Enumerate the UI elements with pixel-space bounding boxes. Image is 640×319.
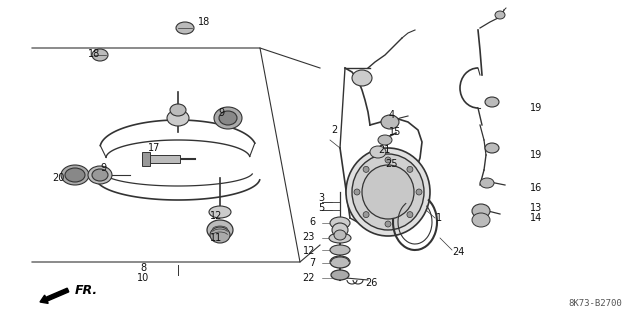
Ellipse shape [381, 115, 399, 129]
Ellipse shape [61, 165, 89, 185]
Circle shape [407, 167, 413, 172]
Ellipse shape [92, 169, 108, 181]
Ellipse shape [329, 233, 351, 243]
Ellipse shape [352, 70, 372, 86]
Text: 16: 16 [530, 183, 542, 193]
Bar [142, 152, 150, 166]
Text: 26: 26 [365, 278, 378, 288]
Text: 17: 17 [148, 143, 161, 153]
FancyArrow shape [40, 288, 68, 303]
Bar [148, 155, 180, 163]
Ellipse shape [378, 135, 392, 145]
Ellipse shape [88, 166, 112, 184]
Text: 24: 24 [452, 247, 465, 257]
Ellipse shape [330, 256, 350, 268]
Text: 2: 2 [332, 125, 338, 135]
Ellipse shape [207, 220, 233, 240]
Ellipse shape [485, 143, 499, 153]
Ellipse shape [362, 165, 414, 219]
Text: 22: 22 [303, 273, 315, 283]
Text: 1: 1 [436, 213, 442, 223]
Text: 8: 8 [140, 263, 146, 273]
Text: 19: 19 [530, 150, 542, 160]
Ellipse shape [352, 154, 424, 230]
Text: 18: 18 [198, 17, 211, 27]
Ellipse shape [65, 168, 85, 182]
Text: 10: 10 [137, 273, 149, 283]
Text: 5: 5 [317, 203, 324, 213]
Text: 12: 12 [303, 246, 315, 256]
Ellipse shape [332, 223, 348, 237]
Text: 4: 4 [389, 110, 395, 120]
Ellipse shape [370, 146, 386, 158]
Ellipse shape [472, 204, 490, 218]
Circle shape [416, 189, 422, 195]
Ellipse shape [495, 11, 505, 19]
Text: 6: 6 [309, 217, 315, 227]
Text: 25: 25 [385, 159, 397, 169]
Ellipse shape [472, 213, 490, 227]
Ellipse shape [219, 111, 237, 125]
Ellipse shape [167, 110, 189, 126]
Circle shape [385, 157, 391, 163]
Ellipse shape [210, 227, 230, 243]
Text: 7: 7 [308, 258, 315, 268]
Circle shape [385, 221, 391, 227]
Ellipse shape [170, 104, 186, 116]
Text: 12: 12 [210, 211, 222, 221]
Ellipse shape [214, 107, 242, 129]
Ellipse shape [176, 22, 194, 34]
Text: 3: 3 [318, 193, 324, 203]
Ellipse shape [480, 178, 494, 188]
Ellipse shape [346, 148, 430, 236]
Ellipse shape [485, 97, 499, 107]
Text: 14: 14 [530, 213, 542, 223]
Ellipse shape [330, 245, 350, 255]
Text: 9: 9 [100, 163, 106, 173]
Circle shape [363, 211, 369, 218]
Text: 8K73-B2700: 8K73-B2700 [568, 299, 622, 308]
Circle shape [363, 167, 369, 172]
Text: 19: 19 [530, 103, 542, 113]
Text: 11: 11 [210, 233, 222, 243]
Ellipse shape [331, 270, 349, 280]
Text: 18: 18 [88, 49, 100, 59]
Text: FR.: FR. [75, 284, 98, 296]
Ellipse shape [209, 206, 231, 218]
Text: 9: 9 [218, 108, 224, 118]
Text: 20: 20 [52, 173, 65, 183]
Text: 13: 13 [530, 203, 542, 213]
Ellipse shape [92, 49, 108, 61]
Circle shape [407, 211, 413, 218]
Ellipse shape [334, 230, 346, 240]
Text: 15: 15 [389, 127, 401, 137]
Circle shape [354, 189, 360, 195]
Text: 23: 23 [303, 232, 315, 242]
Text: 21: 21 [378, 145, 390, 155]
Ellipse shape [330, 217, 350, 229]
